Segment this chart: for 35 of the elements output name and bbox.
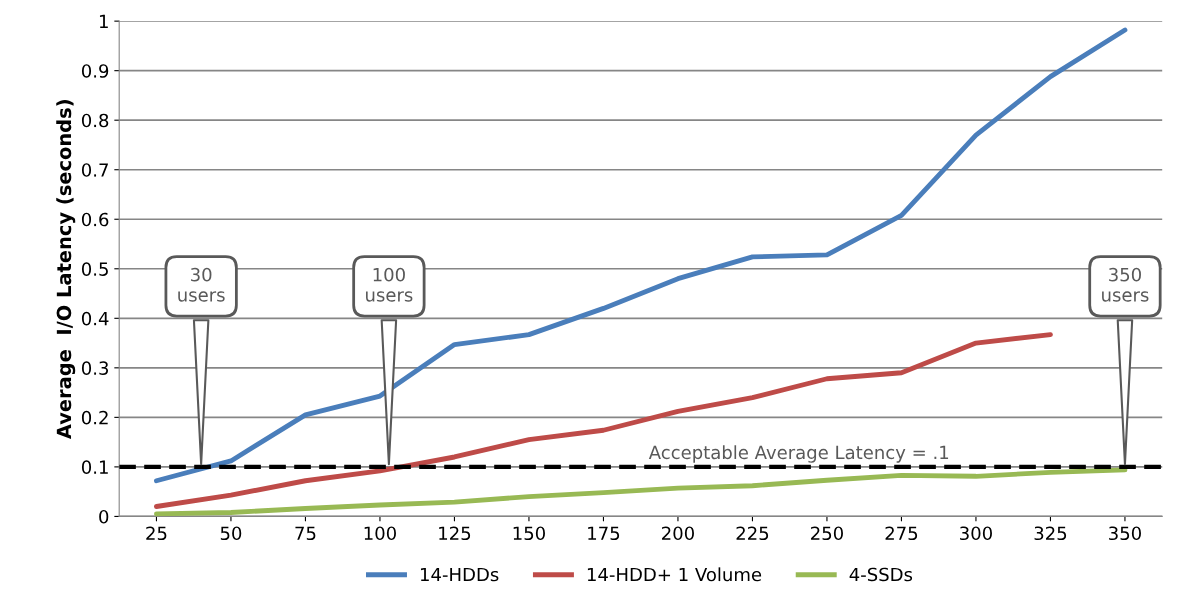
y-tick-label: 0 (99, 509, 109, 524)
y-tick-label: 0.7 (81, 163, 108, 177)
x-tick-label: 125 (439, 526, 471, 541)
line-series (154, 467, 1128, 517)
y-tick-label: 0.4 (81, 311, 109, 326)
x-tick-label: 300 (960, 526, 992, 541)
annotation: 100 users (366, 267, 413, 302)
y-tick-label: 0.6 (81, 212, 109, 227)
y-tick-label: 0.3 (81, 361, 109, 375)
legend-label: 14-HDD+ 1 Volume (587, 567, 762, 582)
x-tick-label: 25 (146, 526, 167, 541)
x-tick-label: 150 (513, 526, 545, 541)
x-tick-label: 175 (588, 526, 620, 541)
y-tick-label: 0.5 (81, 262, 108, 276)
x-tick-label: 350 (1109, 526, 1141, 541)
x-tick-label: 75 (295, 526, 316, 541)
x-tick-label: 325 (1034, 526, 1067, 541)
annotation: 30 users (178, 267, 225, 302)
y-tick-label: 0.1 (81, 460, 108, 475)
y-tick-label: 0.2 (81, 410, 108, 425)
x-tick-label: 50 (220, 526, 242, 541)
x-tick-label: 225 (736, 526, 769, 541)
legend-label: 14-HDDs (420, 567, 499, 582)
x-tick-label: 100 (364, 526, 396, 541)
x-tick-label: 275 (885, 526, 918, 541)
y-axis-title: Average I/O Latency (seconds) (56, 100, 76, 440)
annotation: 350 users (1102, 267, 1149, 302)
x-tick-label: 200 (662, 526, 694, 541)
y-tick-label: 0.9 (81, 64, 109, 78)
y-tick-label: 1 (99, 14, 108, 28)
legend-label: 4-SSDs (849, 567, 913, 582)
x-tick-label: 250 (811, 526, 843, 541)
ref-line-label: Acceptable Average Latency = .1 (648, 445, 949, 463)
line-series (154, 332, 1053, 509)
y-tick-label: 0.8 (81, 113, 109, 128)
